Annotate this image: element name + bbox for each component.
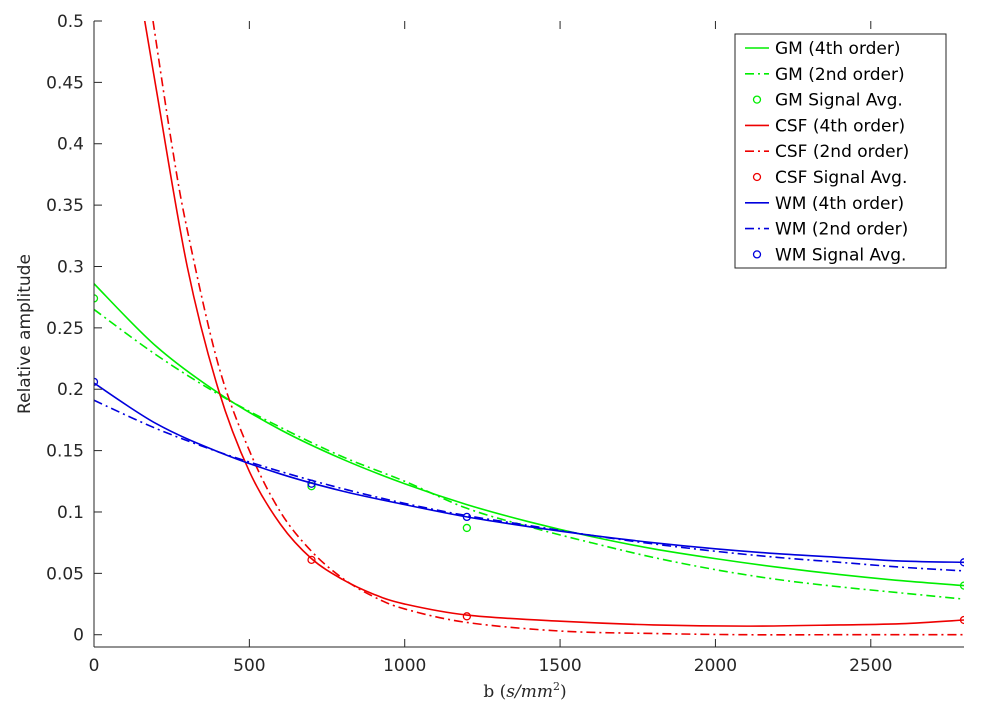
y-tick-label: 0.3 [57,257,84,277]
y-tick-label: 0.4 [57,135,84,155]
gm-signal-avg-point [94,294,99,303]
series-layer [94,21,964,636]
x-tick-label: 2000 [694,656,737,676]
gm-signal-avg-point [959,581,964,590]
csf-signal-avg-point [959,615,964,625]
legend-gm-signal-avg-label: GM Signal Avg. [775,91,903,111]
x-axis-title-exponent: 2 [553,680,560,693]
legend-wm-2nd-order-label: WM (2nd order) [775,220,908,240]
legend-csf-2nd-order-label: CSF (2nd order) [775,142,909,162]
x-tick-label: 500 [233,656,265,676]
legend-gm-signal-avg-swatch [752,95,762,104]
x-axis-title-unit: s/mm [506,682,553,702]
wm-4th-order-line [94,382,964,564]
x-tick-label: 1500 [538,656,581,676]
y-tick-label: 0.45 [46,73,84,93]
wm-signal-avg-point [462,512,472,522]
y-tick-label: 0.5 [57,12,84,32]
gm-signal-avg-point [462,523,472,533]
x-tick-label: 0 [89,656,100,676]
legend-wm-signal-avg-swatch [752,250,762,259]
legend: GM (4th order) GM (2nd order) GM Signal Av… [734,33,947,269]
y-tick-label: 0.25 [46,319,84,339]
legend-csf-signal-avg-swatch [752,172,762,182]
wm-signal-avg-point [959,558,964,567]
x-axis-title-var: b [483,682,494,702]
y-tick-label: 0 [73,626,84,646]
legend-gm-2nd-order-label: GM (2nd order) [775,65,905,85]
y-ticks: 0 0.05 0.1 0.15 0.2 0.25 0.3 0.35 0.4 0.45 0.5 [46,12,102,646]
wm-signal-avg-point [94,377,99,387]
wm-2nd-order-line [94,399,964,572]
y-tick-label: 0.35 [46,196,84,216]
csf-signal-avg-point [307,555,316,565]
x-axis-title: b (s/mm2) [483,680,566,702]
y-axis-title: Relative amplitude [15,254,35,414]
csf-signal-avg-point [462,612,472,621]
y-tick-label: 0.05 [46,564,84,584]
csf-2nd-order-line [152,21,964,636]
x-tick-label: 1000 [383,656,426,676]
csf-4th-order-line [143,21,964,627]
wm-signal-avg-point [307,479,316,488]
x-ticks: 0 500 1000 1500 2000 2500 [89,21,892,676]
legend-wm-4th-order-label: WM (4th order) [775,194,904,214]
axes [93,21,964,648]
legend-wm-signal-avg-label: WM Signal Avg. [775,245,906,265]
legend-csf-4th-order-label: CSF (4th order) [775,116,905,136]
legend-box [734,33,947,269]
y-tick-label: 0.1 [57,503,84,523]
y-tick-label: 0.2 [57,380,84,400]
legend-csf-signal-avg-label: CSF Signal Avg. [775,168,907,188]
y-tick-label: 0.15 [46,442,84,462]
x-tick-label: 2500 [849,656,892,676]
legend-gm-4th-order-label: GM (4th order) [775,39,901,59]
